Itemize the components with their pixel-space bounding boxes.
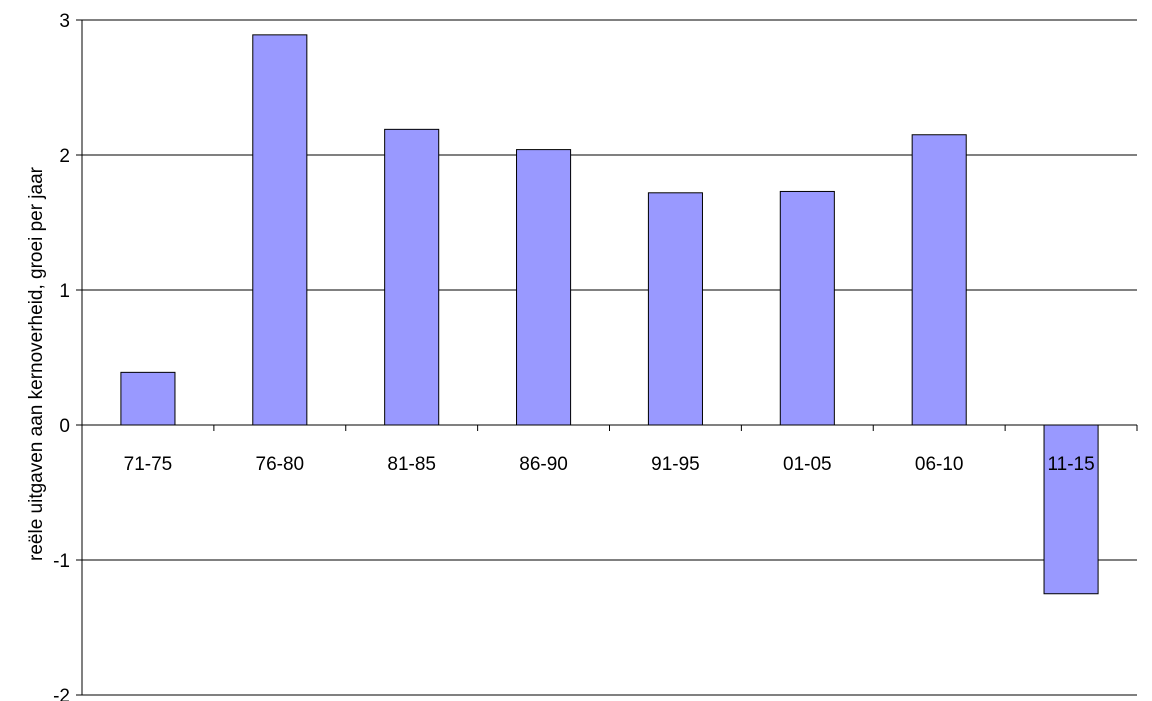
bar-06-10 <box>911 134 967 426</box>
x-tick-label-86-90: 86-90 <box>519 454 568 475</box>
bar-11-15 <box>1043 424 1099 595</box>
x-tick-label-76-80: 76-80 <box>256 454 305 475</box>
y-tick-label-0: -2 <box>53 686 70 701</box>
bar-76-80 <box>252 34 308 426</box>
y-tick-label-5: 3 <box>59 11 70 32</box>
bar-01-05 <box>779 190 835 426</box>
bar-91-95 <box>647 192 703 426</box>
y-tick-label-2: 0 <box>59 416 70 437</box>
bars <box>120 34 1099 595</box>
bar-86-90 <box>516 149 572 426</box>
y-tick-label-3: 1 <box>59 281 70 302</box>
y-axis-title: reële uitgaven aan kernoverheid, groei p… <box>26 166 47 561</box>
x-tick-label-01-05: 01-05 <box>783 454 832 475</box>
bar-81-85 <box>384 128 440 426</box>
axes <box>76 19 1138 696</box>
labels: -2 -1 0 1 2 3 71-75 76-80 81-85 86-90 91-95 01-05 06… <box>53 11 1095 701</box>
x-tick-label-06-10: 06-10 <box>915 454 964 475</box>
y-tick-label-4: 2 <box>59 146 70 167</box>
gridlines <box>82 19 1137 696</box>
bar-71-75 <box>120 371 176 426</box>
y-tick-label-1: -1 <box>53 551 70 572</box>
x-tick-label-81-85: 81-85 <box>387 454 436 475</box>
x-tick-label-71-75: 71-75 <box>124 454 173 475</box>
x-tick-label-11-15: 11-15 <box>1047 454 1094 475</box>
x-tick-label-91-95: 91-95 <box>651 454 700 475</box>
